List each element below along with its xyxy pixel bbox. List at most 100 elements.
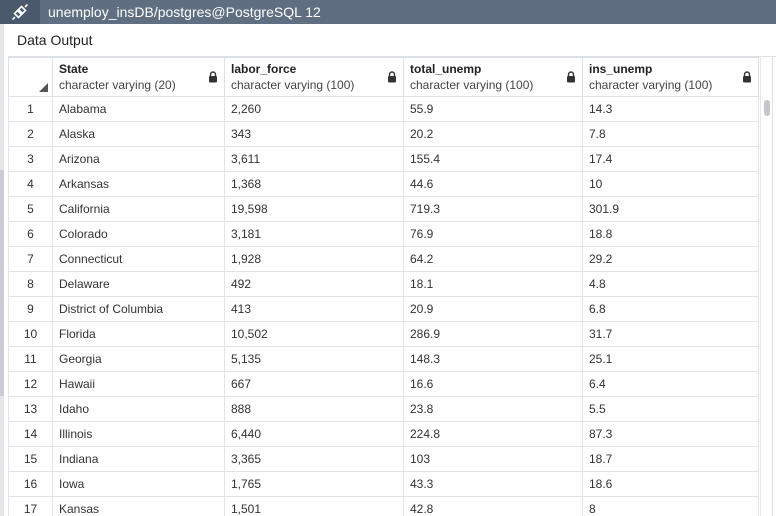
row-number[interactable]: 9	[8, 296, 53, 322]
cell-ins-unemp[interactable]: 18.6	[582, 471, 759, 497]
cell-labor-force[interactable]: 667	[224, 371, 404, 397]
cell-state[interactable]: Georgia	[52, 346, 225, 372]
table-row[interactable]: 5 California 19,598 719.3 301.9	[8, 196, 759, 222]
cell-state[interactable]: District of Columbia	[52, 296, 225, 322]
cell-labor-force[interactable]: 1,501	[224, 496, 404, 516]
table-row[interactable]: 3 Arizona 3,611 155.4 17.4	[8, 146, 759, 172]
row-number[interactable]: 2	[8, 121, 53, 147]
cell-labor-force[interactable]: 5,135	[224, 346, 404, 372]
row-number[interactable]: 1	[8, 96, 53, 122]
cell-total-unemp[interactable]: 148.3	[403, 346, 583, 372]
cell-state[interactable]: Connecticut	[52, 246, 225, 272]
cell-labor-force[interactable]: 492	[224, 271, 404, 297]
row-number[interactable]: 12	[8, 371, 53, 397]
cell-state[interactable]: Arkansas	[52, 171, 225, 197]
cell-ins-unemp[interactable]: 87.3	[582, 421, 759, 447]
cell-ins-unemp[interactable]: 14.3	[582, 96, 759, 122]
cell-total-unemp[interactable]: 64.2	[403, 246, 583, 272]
cell-ins-unemp[interactable]: 7.8	[582, 121, 759, 147]
cell-ins-unemp[interactable]: 18.7	[582, 446, 759, 472]
cell-labor-force[interactable]: 3,611	[224, 146, 404, 172]
cell-state[interactable]: Alaska	[52, 121, 225, 147]
cell-ins-unemp[interactable]: 8	[582, 496, 759, 516]
table-row[interactable]: 16 Iowa 1,765 43.3 18.6	[8, 471, 759, 497]
row-number[interactable]: 17	[8, 496, 53, 516]
cell-ins-unemp[interactable]: 25.1	[582, 346, 759, 372]
table-row[interactable]: 12 Hawaii 667 16.6 6.4	[8, 371, 759, 397]
cell-ins-unemp[interactable]: 6.4	[582, 371, 759, 397]
cell-labor-force[interactable]: 343	[224, 121, 404, 147]
table-row[interactable]: 14 Illinois 6,440 224.8 87.3	[8, 421, 759, 447]
cell-total-unemp[interactable]: 20.2	[403, 121, 583, 147]
cell-total-unemp[interactable]: 42.8	[403, 496, 583, 516]
cell-labor-force[interactable]: 1,368	[224, 171, 404, 197]
table-row[interactable]: 7 Connecticut 1,928 64.2 29.2	[8, 246, 759, 272]
cell-ins-unemp[interactable]: 6.8	[582, 296, 759, 322]
cell-ins-unemp[interactable]: 17.4	[582, 146, 759, 172]
cell-state[interactable]: Delaware	[52, 271, 225, 297]
tab-data-output[interactable]: Data Output	[17, 32, 93, 48]
cell-labor-force[interactable]: 19,598	[224, 196, 404, 222]
table-row[interactable]: 1 Alabama 2,260 55.9 14.3	[8, 96, 759, 122]
cell-total-unemp[interactable]: 103	[403, 446, 583, 472]
rail-handle[interactable]	[0, 170, 4, 396]
cell-ins-unemp[interactable]: 301.9	[582, 196, 759, 222]
cell-total-unemp[interactable]: 224.8	[403, 421, 583, 447]
cell-labor-force[interactable]: 3,181	[224, 221, 404, 247]
table-row[interactable]: 9 District of Columbia 413 20.9 6.8	[8, 296, 759, 322]
column-header-state[interactable]: State character varying (20)	[52, 57, 225, 97]
left-resize-rail[interactable]	[0, 24, 4, 516]
cell-total-unemp[interactable]: 43.3	[403, 471, 583, 497]
cell-state[interactable]: Idaho	[52, 396, 225, 422]
cell-total-unemp[interactable]: 16.6	[403, 371, 583, 397]
cell-total-unemp[interactable]: 286.9	[403, 321, 583, 347]
cell-total-unemp[interactable]: 719.3	[403, 196, 583, 222]
select-all-corner[interactable]	[8, 57, 53, 97]
cell-state[interactable]: Hawaii	[52, 371, 225, 397]
cell-total-unemp[interactable]: 76.9	[403, 221, 583, 247]
cell-state[interactable]: Colorado	[52, 221, 225, 247]
row-number[interactable]: 14	[8, 421, 53, 447]
cell-labor-force[interactable]: 888	[224, 396, 404, 422]
cell-labor-force[interactable]: 2,260	[224, 96, 404, 122]
table-row[interactable]: 15 Indiana 3,365 103 18.7	[8, 446, 759, 472]
row-number[interactable]: 4	[8, 171, 53, 197]
cell-ins-unemp[interactable]: 18.8	[582, 221, 759, 247]
row-number[interactable]: 8	[8, 271, 53, 297]
cell-ins-unemp[interactable]: 29.2	[582, 246, 759, 272]
cell-ins-unemp[interactable]: 10	[582, 171, 759, 197]
column-header-ins-unemp[interactable]: ins_unemp character varying (100)	[582, 57, 759, 97]
table-row[interactable]: 11 Georgia 5,135 148.3 25.1	[8, 346, 759, 372]
table-row[interactable]: 10 Florida 10,502 286.9 31.7	[8, 321, 759, 347]
cell-labor-force[interactable]: 6,440	[224, 421, 404, 447]
cell-total-unemp[interactable]: 155.4	[403, 146, 583, 172]
column-header-total-unemp[interactable]: total_unemp character varying (100)	[403, 57, 583, 97]
cell-state[interactable]: Iowa	[52, 471, 225, 497]
column-header-labor-force[interactable]: labor_force character varying (100)	[224, 57, 404, 97]
cell-state[interactable]: Arizona	[52, 146, 225, 172]
cell-state[interactable]: Kansas	[52, 496, 225, 516]
cell-state[interactable]: Alabama	[52, 96, 225, 122]
row-number[interactable]: 11	[8, 346, 53, 372]
cell-state[interactable]: Illinois	[52, 421, 225, 447]
cell-state[interactable]: Florida	[52, 321, 225, 347]
row-number[interactable]: 10	[8, 321, 53, 347]
row-number[interactable]: 13	[8, 396, 53, 422]
cell-total-unemp[interactable]: 20.9	[403, 296, 583, 322]
cell-ins-unemp[interactable]: 31.7	[582, 321, 759, 347]
vertical-scrollbar[interactable]	[760, 57, 773, 516]
cell-state[interactable]: California	[52, 196, 225, 222]
row-number[interactable]: 3	[8, 146, 53, 172]
table-row[interactable]: 2 Alaska 343 20.2 7.8	[8, 121, 759, 147]
row-number[interactable]: 5	[8, 196, 53, 222]
row-number[interactable]: 7	[8, 246, 53, 272]
table-row[interactable]: 6 Colorado 3,181 76.9 18.8	[8, 221, 759, 247]
cell-labor-force[interactable]: 3,365	[224, 446, 404, 472]
cell-ins-unemp[interactable]: 4.8	[582, 271, 759, 297]
cell-labor-force[interactable]: 1,765	[224, 471, 404, 497]
row-number[interactable]: 6	[8, 221, 53, 247]
cell-total-unemp[interactable]: 44.6	[403, 171, 583, 197]
cell-state[interactable]: Indiana	[52, 446, 225, 472]
row-number[interactable]: 15	[8, 446, 53, 472]
table-row[interactable]: 4 Arkansas 1,368 44.6 10	[8, 171, 759, 197]
